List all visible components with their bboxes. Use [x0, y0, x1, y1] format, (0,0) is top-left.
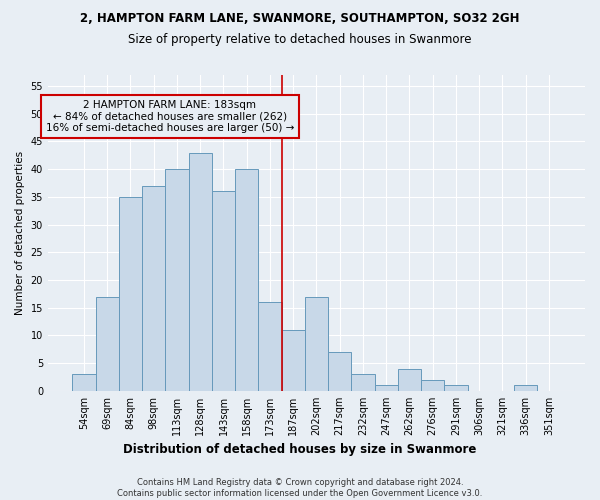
- Bar: [421, 380, 445, 391]
- Text: 2, HAMPTON FARM LANE, SWANMORE, SOUTHAMPTON, SO32 2GH: 2, HAMPTON FARM LANE, SWANMORE, SOUTHAMP…: [80, 12, 520, 26]
- Bar: [445, 385, 467, 391]
- Bar: [398, 368, 421, 391]
- Text: 2 HAMPTON FARM LANE: 183sqm
← 84% of detached houses are smaller (262)
16% of se: 2 HAMPTON FARM LANE: 183sqm ← 84% of det…: [46, 100, 294, 133]
- Bar: [259, 302, 281, 391]
- Bar: [328, 352, 352, 391]
- Bar: [142, 186, 166, 391]
- Bar: [514, 385, 538, 391]
- Bar: [95, 296, 119, 391]
- Text: Distribution of detached houses by size in Swanmore: Distribution of detached houses by size …: [124, 442, 476, 456]
- Bar: [235, 169, 259, 391]
- Bar: [188, 152, 212, 391]
- Text: Size of property relative to detached houses in Swanmore: Size of property relative to detached ho…: [128, 32, 472, 46]
- Y-axis label: Number of detached properties: Number of detached properties: [15, 151, 25, 315]
- Bar: [352, 374, 374, 391]
- Bar: [166, 169, 188, 391]
- Bar: [73, 374, 95, 391]
- Bar: [305, 296, 328, 391]
- Bar: [281, 330, 305, 391]
- Bar: [119, 197, 142, 391]
- Bar: [374, 385, 398, 391]
- Bar: [212, 192, 235, 391]
- Text: Contains HM Land Registry data © Crown copyright and database right 2024.
Contai: Contains HM Land Registry data © Crown c…: [118, 478, 482, 498]
